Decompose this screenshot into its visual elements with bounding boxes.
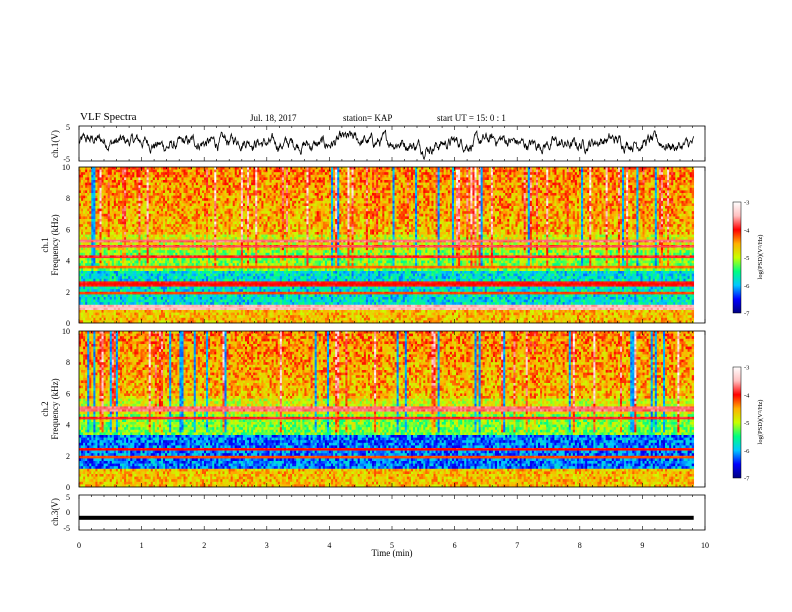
x-axis-label: Time (min) (372, 548, 413, 558)
colorbar-tick-label: -7 (744, 476, 750, 483)
ch2-spectrogram-image (79, 331, 694, 487)
ytick-label: 8 (66, 194, 70, 203)
x-tick-label: 3 (265, 541, 269, 550)
ytick-label: 4 (66, 421, 70, 430)
ytick-label: 6 (66, 225, 70, 234)
colorbar-tick-label: -6 (744, 448, 750, 455)
ch3-waveform-panel: 5 0 -5 ch.3(V) (50, 493, 705, 533)
x-tick-label: 0 (77, 541, 81, 550)
ch1-ylabel: ch.1(V) (50, 130, 60, 158)
ch2-colorbar-ticks: -3 -4 -5 -6 -7 (744, 365, 750, 483)
x-tick-label: 8 (578, 541, 582, 550)
ytick-label: 10 (62, 327, 70, 336)
colorbar-tick-label: -4 (744, 227, 750, 234)
ch2-ylabel-frequency: Frequency (kHz) (50, 378, 60, 439)
colorbar-tick-label: -5 (744, 255, 749, 262)
ch3-ytick-middle: 0 (66, 508, 70, 517)
ch2-colorbar-scale (733, 367, 741, 478)
ch1-colorbar-ticks: -3 -4 -5 -6 -7 (744, 200, 750, 318)
colorbar-tick-label: -3 (744, 365, 749, 372)
x-tick-label: 7 (515, 541, 519, 550)
colorbar-tick-label: -4 (744, 392, 750, 399)
ch3-waveform-line (79, 516, 694, 520)
x-tick-label: 9 (640, 541, 644, 550)
colorbar-tick-label: -3 (744, 200, 749, 207)
ch1-waveform-panel: 5 -5 ch.1(V) (50, 123, 705, 164)
ch2-ylabel-channel: ch.2 (40, 401, 50, 416)
ch2-spectrogram-panel: ch.2 Frequency (kHz) 0 2 4 6 8 10 (40, 327, 705, 492)
ch1-waveform-line (79, 130, 694, 159)
ch3-ylabel: ch.3(V) (50, 498, 60, 526)
ytick-label: 2 (66, 288, 70, 297)
ch1-waveform-frame (79, 126, 705, 161)
colorbar-tick-label: -5 (744, 420, 749, 427)
ch1-colorbar-label: log(PSD)(V²/Hz) (757, 235, 764, 280)
ytick-label: 0 (66, 483, 70, 492)
ch3-waveform-frame (79, 495, 705, 530)
ytick-label: 6 (66, 389, 70, 398)
colorbar-tick-label: -7 (744, 311, 750, 318)
ch1-colorbar: -3 -4 -5 -6 -7 log(PSD)(V²/Hz) (733, 200, 764, 318)
x-tick-label: 6 (453, 541, 457, 550)
ytick-label: 2 (66, 452, 70, 461)
ytick-label: 8 (66, 358, 70, 367)
ch3-ytick-bottom: -5 (63, 524, 70, 533)
ch2-colorbar: -3 -4 -5 -6 -7 log(PSD)(V²/Hz) (733, 365, 764, 483)
ch1-ylabel-frequency: Frequency (kHz) (50, 214, 60, 275)
ch3-ytick-top: 5 (66, 493, 70, 502)
ytick-label: 4 (66, 257, 70, 266)
ch2-spectrogram-yticks: 0 2 4 6 8 10 (62, 327, 70, 492)
plot-area: 5 -5 ch.1(V) ch.1 Frequency (kHz) 0 2 4 6 8 1… (0, 0, 792, 612)
ytick-label: 10 (62, 163, 70, 172)
x-tick-label: 4 (327, 541, 331, 550)
ch1-ylabel-channel: ch.1 (40, 237, 50, 252)
colorbar-tick-label: -6 (744, 283, 750, 290)
ch1-colorbar-scale (733, 202, 741, 313)
ch1-ytick-top: 5 (66, 123, 70, 132)
ch2-colorbar-label: log(PSD)(V²/Hz) (757, 400, 764, 445)
vlf-spectra-figure: VLF Spectra Jul. 18, 2017 station= KAP s… (0, 0, 792, 612)
x-tick-label: 1 (140, 541, 144, 550)
x-tick-label: 2 (202, 541, 206, 550)
x-tick-label: 10 (701, 541, 709, 550)
ch1-spectrogram-image (79, 167, 694, 323)
